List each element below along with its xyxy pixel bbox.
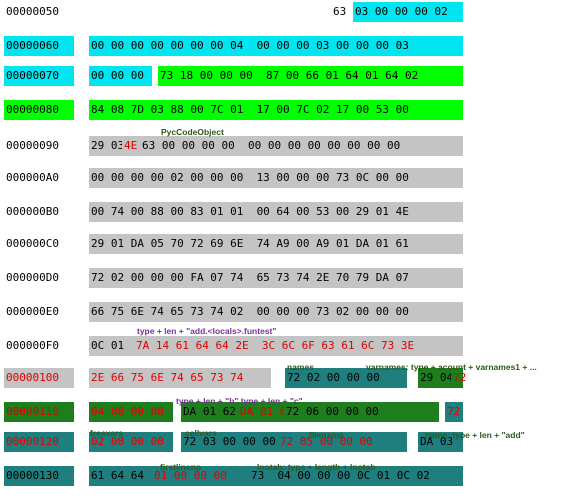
field-annotation: type + len + "b" type + len + "c" xyxy=(176,396,303,406)
offset-address: 000000B0 xyxy=(6,205,59,218)
hex-bytes: DA 01 62 xyxy=(181,402,238,422)
offset-address: 00000050 xyxy=(6,5,59,18)
hex-bytes: 63 00 00 00 00 00 00 00 00 00 00 00 00 xyxy=(140,136,463,156)
offset-address: 000000F0 xyxy=(6,339,59,352)
offset-address: 000000D0 xyxy=(6,271,59,284)
hex-bytes: 72 06 00 00 00 xyxy=(284,402,439,422)
field-annotation: name: type + len + "add" xyxy=(425,430,525,440)
hex-row: 00000050 63 03 00 00 00 02 xyxy=(0,2,566,22)
offset-address: 00000090 xyxy=(6,139,59,152)
hex-bytes: 29 01 DA 05 70 72 69 6E 74 A9 00 A9 01 D… xyxy=(89,234,463,254)
offset-address: 00000080 xyxy=(4,100,74,120)
hex-row: 000000F0 0C 01 7A 14 61 64 64 2E 3C 6C 6F … xyxy=(0,336,566,356)
hex-bytes: DA 01 63 xyxy=(238,402,293,422)
hex-row: 000000E0 66 75 6E 74 65 73 74 02 00 00 00… xyxy=(0,302,566,322)
hex-bytes: DA 03 xyxy=(418,432,463,452)
hex-row: 00000080 84 08 7D 03 88 00 7C 01 17 00 7C… xyxy=(0,100,566,120)
offset-address: 000000C0 xyxy=(6,237,59,250)
hex-bytes: 63 xyxy=(333,5,347,18)
hex-bytes: 01 00 00 00 xyxy=(152,466,249,486)
hex-bytes: 00 00 00 00 00 00 00 04 00 00 00 03 00 0… xyxy=(89,36,463,56)
field-annotation: varnames: type + acount + varnames1 + ..… xyxy=(366,362,537,372)
offset-address: 00000100 xyxy=(4,368,74,388)
hex-bytes: 66 75 6E 74 65 73 74 02 00 00 00 73 02 0… xyxy=(89,302,463,322)
hex-bytes: 29 04 xyxy=(418,368,453,388)
offset-address: 00000120 xyxy=(4,432,74,452)
offset-address: 00000130 xyxy=(4,466,74,486)
field-annotation: lnotab: type + length + lnotab xyxy=(257,462,376,472)
hex-row: 00000100 2E 66 75 6E 74 65 73 74 72 02 00 … xyxy=(0,368,566,388)
hex-row: 00000130 61 64 64 01 00 00 00 73 04 00 00 0… xyxy=(0,466,566,486)
hex-bytes: 73 04 00 00 00 0C 01 0C 02 xyxy=(249,466,463,486)
hex-row: 000000B0 00 74 00 88 00 83 01 01 00 64 00… xyxy=(0,202,566,222)
hex-row: 000000D0 72 02 00 00 00 FA 07 74 65 73 74… xyxy=(0,268,566,288)
hex-bytes: 7A 14 61 64 64 2E 3C 6C 6F 63 61 6C 73 3… xyxy=(134,336,463,356)
field-annotation: cellvars xyxy=(185,428,217,438)
offset-address: 00000060 xyxy=(4,36,74,56)
hex-bytes: 00 00 00 00 02 00 00 00 13 00 00 00 73 0… xyxy=(89,168,463,188)
hex-row: 00000120 02 00 00 00 72 03 00 00 00 72 05 0… xyxy=(0,432,566,452)
hex-bytes: 72 02 00 00 00 FA 07 74 65 73 74 2E 70 7… xyxy=(89,268,463,288)
hex-row: 000000C0 29 01 DA 05 70 72 69 6E 74 A9 00… xyxy=(0,234,566,254)
hex-row: 00000070 00 00 00 73 18 00 00 00 87 00 66 … xyxy=(0,66,566,86)
hex-bytes: 29 03 xyxy=(89,136,124,156)
field-annotation: type + len + "add.<locals>.funtest" xyxy=(137,326,277,336)
hex-row: 00000110 04 00 00 00 DA 01 62 DA 01 63 72 06… xyxy=(0,402,566,422)
offset-address: 000000E0 xyxy=(6,305,59,318)
hex-bytes: 2E 66 75 6E 74 65 73 74 xyxy=(89,368,271,388)
hex-bytes: 72 02 00 00 00 xyxy=(285,368,407,388)
hex-bytes: 4E xyxy=(122,136,140,156)
hex-bytes: 73 18 00 00 00 87 00 66 01 64 01 64 02 xyxy=(158,66,463,86)
offset-address: 00000070 xyxy=(4,66,74,86)
hex-bytes: 00 00 00 xyxy=(89,66,152,86)
hex-bytes: 72 xyxy=(445,402,463,422)
field-annotation: names xyxy=(287,362,314,372)
offset-address: 00000110 xyxy=(4,402,74,422)
hex-row: 00000060 00 00 00 00 00 00 00 04 00 00 00… xyxy=(0,36,566,56)
hex-row: 000000A0 00 00 00 00 02 00 00 00 13 00 00… xyxy=(0,168,566,188)
field-annotation: PycCodeObject xyxy=(161,127,224,137)
hex-bytes: 72 05 00 00 00 xyxy=(278,432,407,452)
offset-address: 000000A0 xyxy=(6,171,59,184)
hex-bytes: 72 xyxy=(451,368,466,388)
hex-bytes: 61 64 64 xyxy=(89,466,152,486)
hex-bytes: 02 00 00 00 xyxy=(89,432,173,452)
hex-bytes: 03 00 00 00 02 xyxy=(353,2,463,22)
hex-row: 00000090 29 03 4E 63 00 00 00 00 00 00 00 0… xyxy=(0,136,566,156)
field-annotation: firstlineno xyxy=(160,462,202,472)
field-annotation: freevars xyxy=(90,428,124,438)
hex-bytes: 00 74 00 88 00 83 01 01 00 64 00 53 00 2… xyxy=(89,202,463,222)
field-annotation: filename xyxy=(309,430,344,440)
hex-bytes: 72 03 00 00 00 xyxy=(181,432,278,452)
hex-bytes: 0C 01 xyxy=(89,336,134,356)
hex-bytes: 04 00 00 00 xyxy=(89,402,173,422)
hex-bytes: 84 08 7D 03 88 00 7C 01 17 00 7C 02 17 0… xyxy=(89,100,463,120)
